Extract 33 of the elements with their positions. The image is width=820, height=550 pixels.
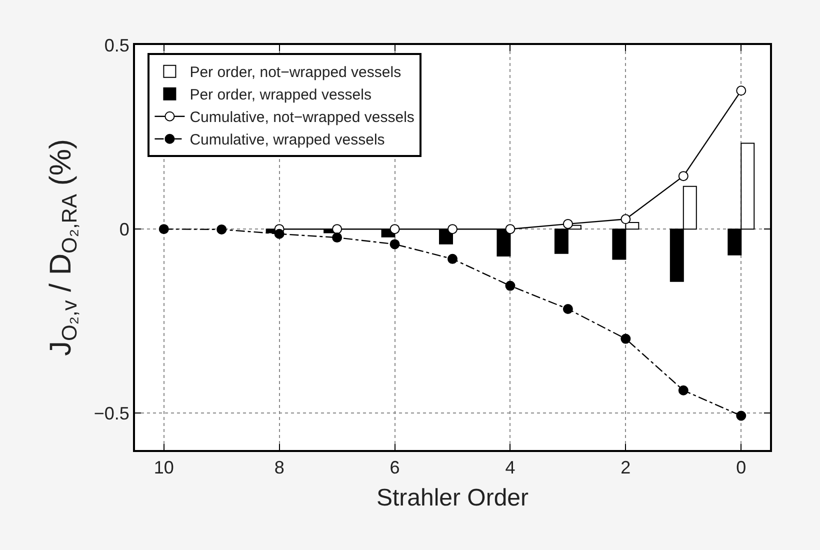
point <box>390 224 400 234</box>
point <box>620 214 631 224</box>
point <box>332 224 342 234</box>
y-tick-label: 0 <box>119 219 130 240</box>
point <box>390 239 400 250</box>
point <box>678 385 688 396</box>
legend-label: Per order, not−wrapped vessels <box>190 64 402 82</box>
legend-label: Per order, wrapped vessels <box>190 86 372 104</box>
x-tick-label: 2 <box>620 458 631 478</box>
point <box>505 280 516 291</box>
point <box>736 410 746 421</box>
point <box>274 228 284 239</box>
x-tick-label: 10 <box>154 458 174 478</box>
x-tick-label: 0 <box>736 458 746 478</box>
point <box>448 254 458 264</box>
x-axis-title: Strahler Order <box>376 484 529 512</box>
legend-label: Cumulative, wrapped vessels <box>190 132 385 149</box>
point <box>562 304 573 314</box>
y-tick-label: 0.5 <box>104 35 130 56</box>
point <box>332 232 342 243</box>
point <box>505 224 516 234</box>
x-tick-label: 6 <box>390 458 400 478</box>
x-tick-label: 4 <box>505 458 516 478</box>
point <box>158 224 169 234</box>
point <box>736 86 746 96</box>
point <box>620 334 631 344</box>
y-tick-label: −0.5 <box>94 403 130 424</box>
legend-label: Cumulative, not−wrapped vessels <box>190 109 414 126</box>
point <box>216 224 227 234</box>
point <box>678 171 688 182</box>
point <box>562 218 573 229</box>
point <box>448 224 458 234</box>
x-tick-label: 8 <box>274 458 284 478</box>
